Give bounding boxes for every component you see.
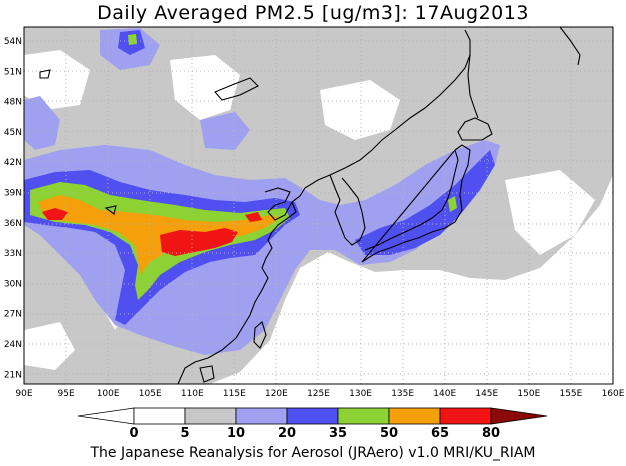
colorbar-tick-label: 20: [278, 426, 296, 441]
coastline-hainan: [199, 365, 215, 383]
lat-label: 48N: [4, 98, 22, 108]
low-pm-area-north: [320, 80, 400, 140]
lon-label: 110E: [181, 389, 204, 399]
lat-label: 54N: [4, 37, 22, 47]
longitude-labels: 90E 95E 100E 105E 110E 115E 120E 125E 130E 135E 14…: [15, 389, 624, 399]
lon-label: 90E: [15, 389, 32, 399]
lon-label: 95E: [58, 389, 75, 399]
coastline-kamchatka: [559, 27, 581, 66]
lon-label: 130E: [349, 389, 372, 399]
coastline-hokkaido: [457, 117, 493, 141]
lat-label: 21N: [4, 370, 22, 380]
dataset-credit: The Japanese Reanalysis for Aerosol (JRA…: [90, 445, 536, 461]
pm25-band-50-65: [38, 195, 280, 275]
lat-label: 27N: [4, 310, 22, 320]
low-pm-area-west: [24, 50, 90, 110]
coastline-taiwan: [253, 321, 267, 349]
pm25-band-35-50-n: [128, 34, 137, 45]
colorbar-segment-50-65: [388, 407, 441, 425]
low-pm-area-sw: [24, 322, 75, 370]
lon-label: 145E: [475, 389, 498, 399]
lon-label: 140E: [433, 389, 456, 399]
coastline-sakhalin: [467, 54, 479, 119]
lat-label: 42N: [4, 158, 22, 168]
pm25-band-65-80: [160, 228, 238, 256]
lat-label: 51N: [4, 67, 22, 77]
coastline-lake-baikal: [214, 77, 259, 101]
lon-label: 125E: [307, 389, 330, 399]
coastline-small-lake-1: [104, 205, 117, 215]
colorbar: 0 5 10 20 35 50 65 80: [77, 407, 548, 441]
colorbar-underflow-arrow: [77, 407, 135, 425]
colorbar-segment-65-80: [439, 407, 492, 425]
pm25-band-65-80-east: [245, 212, 262, 222]
lat-label: 33N: [4, 249, 22, 259]
coastlines: [39, 27, 581, 384]
colorbar-segment-35-50: [337, 407, 390, 425]
pm25-band-65-80-west: [42, 208, 68, 220]
lon-label: 150E: [517, 389, 540, 399]
colorbar-segment-10-20: [235, 407, 288, 425]
coastline-bohai: [264, 187, 293, 221]
lat-label: 24N: [4, 340, 22, 350]
colorbar-segment-5-10: [184, 407, 237, 425]
low-pm-area-pacific: [505, 170, 595, 255]
colorbar-tick-label: 0: [129, 426, 138, 441]
lon-label: 155E: [559, 389, 582, 399]
coastline-japan-honshu: [361, 144, 471, 263]
low-pm-area-mongolia: [170, 55, 240, 120]
concentration-field: [24, 27, 613, 384]
lat-label: 45N: [4, 128, 22, 138]
colorbar-segment-0-5: [133, 407, 186, 425]
colorbar-tick-label: 65: [431, 426, 449, 441]
colorbar-tick-label: 50: [380, 426, 398, 441]
colorbar-segment-20-35: [286, 407, 339, 425]
colorbar-tick-label: 5: [180, 426, 189, 441]
lon-label: 105E: [139, 389, 162, 399]
lon-label: 115E: [223, 389, 246, 399]
lon-label: 120E: [265, 389, 288, 399]
colorbar-overflow-arrow: [490, 407, 548, 425]
lat-label: 36N: [4, 219, 22, 229]
plot-frame: [23, 26, 614, 385]
lon-label: 160E: [602, 389, 625, 399]
lat-label: 30N: [4, 279, 22, 289]
lon-label: 100E: [97, 389, 120, 399]
colorbar-tick-label: 80: [482, 426, 500, 441]
coastline-small-lake-2: [39, 69, 51, 79]
latitude-labels: 54N 51N 48N 45N 42N 39N 36N 33N 30N 27N 24N 21N: [4, 37, 22, 380]
coastline-korea: [329, 174, 366, 246]
lon-label: 135E: [391, 389, 414, 399]
pm25-band-10-20-north: [24, 96, 60, 150]
pm25-band-35-50-jp: [448, 196, 457, 212]
colorbar-tick-label: 35: [329, 426, 347, 441]
colorbar-tick-labels: 0 5 10 20 35 50 65 80: [129, 426, 500, 441]
coastline-asia-mainland: [177, 29, 471, 384]
map-title: Daily Averaged PM2.5 [ug/m3]: 17Aug2013: [97, 2, 529, 24]
colorbar-tick-label: 10: [227, 426, 245, 441]
low-pm-area-scs: [255, 325, 315, 384]
lat-label: 39N: [4, 189, 22, 199]
